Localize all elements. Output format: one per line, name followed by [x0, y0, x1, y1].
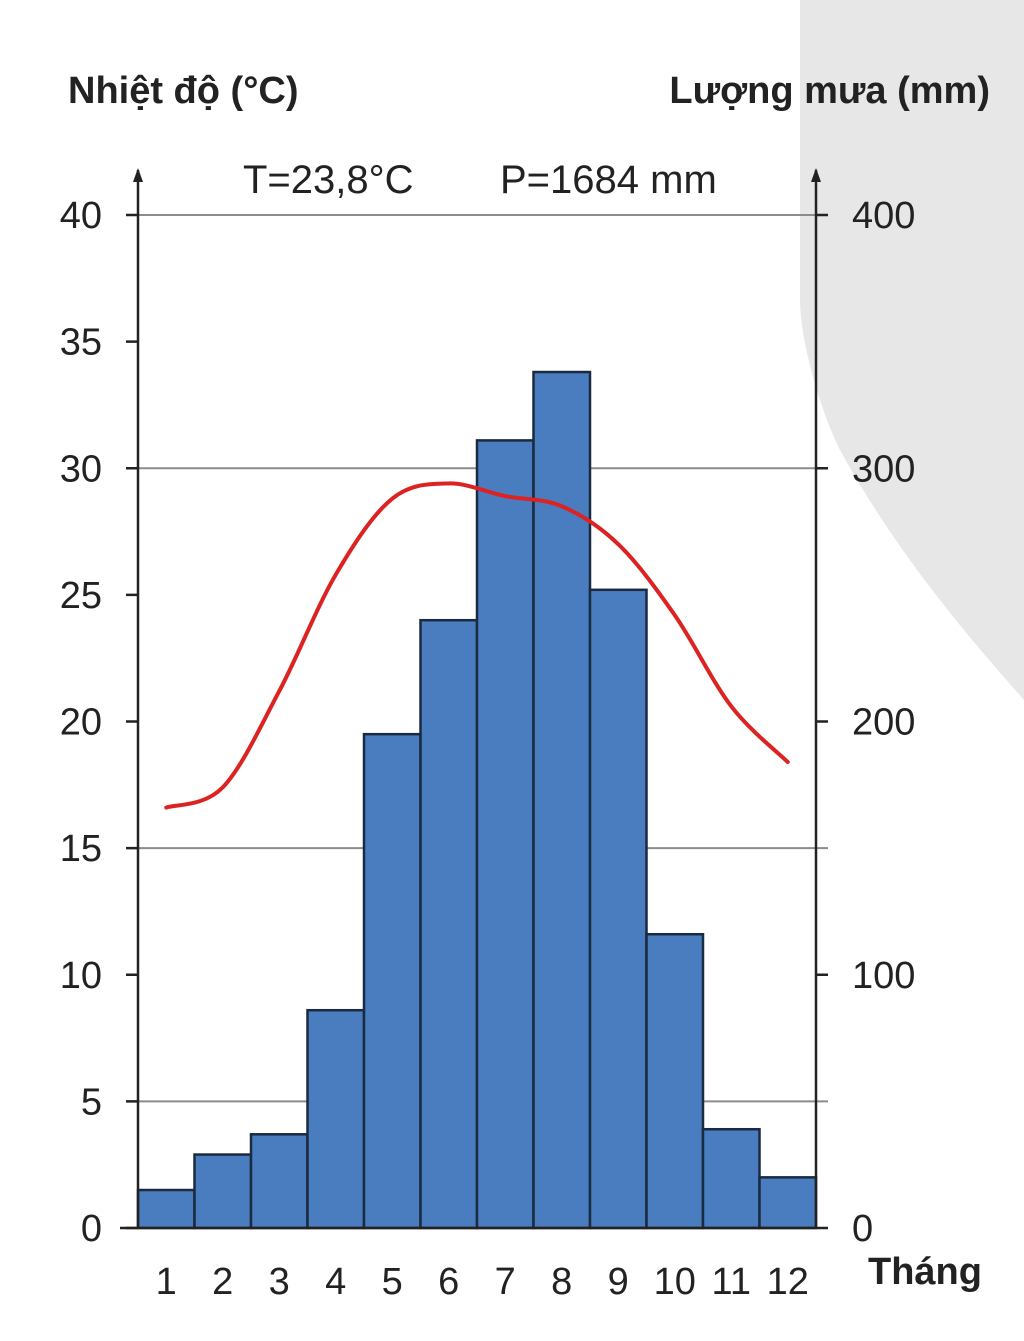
- rainfall-bars: [136, 370, 818, 1230]
- rainfall-bar: [645, 932, 705, 1230]
- rainfall-bar: [588, 588, 648, 1230]
- left-axis-ticks: 0 5 10 15 20 25 30 35 40: [60, 195, 138, 1250]
- rainfall-bar: [419, 618, 479, 1230]
- rainfall-bar: [475, 439, 535, 1230]
- left-tick-label: 0: [81, 1208, 102, 1250]
- right-axis-ticks: 0 100 200 300 400: [816, 195, 915, 1250]
- right-axis-label: Lượng mưa (mm): [669, 70, 990, 112]
- left-tick-label: 30: [60, 448, 102, 490]
- x-tick-label: 10: [654, 1261, 696, 1303]
- right-tick-label: 200: [852, 702, 915, 744]
- right-axis-arrow: [811, 168, 821, 182]
- watermark-shape: [800, 0, 1024, 700]
- x-tick-label: 1: [156, 1261, 177, 1303]
- right-tick-label: 100: [852, 955, 915, 997]
- x-tick-label: 7: [495, 1261, 516, 1303]
- rainfall-bar: [758, 1176, 818, 1230]
- x-tick-label: 8: [551, 1261, 572, 1303]
- rainfall-bar: [701, 1127, 761, 1230]
- x-tick-label: 11: [712, 1261, 751, 1303]
- right-tick-label: 400: [852, 195, 915, 237]
- right-tick-label: 300: [852, 448, 915, 490]
- x-tick-label: 12: [767, 1261, 809, 1303]
- left-tick-label: 25: [60, 575, 102, 617]
- x-tick-label: 4: [325, 1261, 346, 1303]
- x-tick-label: 2: [212, 1261, 233, 1303]
- x-axis-label: Tháng: [868, 1251, 982, 1293]
- left-tick-label: 10: [60, 955, 102, 997]
- temperature-summary: T=23,8°C: [243, 158, 414, 202]
- left-axis-label: Nhiệt độ (°C): [68, 70, 299, 112]
- precipitation-summary: P=1684 mm: [500, 158, 717, 202]
- rainfall-bar: [249, 1133, 309, 1230]
- x-tick-label: 5: [382, 1261, 403, 1303]
- x-tick-label: 6: [438, 1261, 459, 1303]
- left-axis-arrow: [133, 168, 143, 182]
- x-axis-ticks: 1 2 3 4 5 6 7 8 9 10 11 12: [156, 1261, 809, 1303]
- rainfall-bar: [306, 1008, 366, 1230]
- left-tick-label: 20: [60, 702, 102, 744]
- left-tick-label: 35: [60, 322, 102, 364]
- x-tick-label: 9: [608, 1261, 629, 1303]
- x-tick-label: 3: [269, 1261, 290, 1303]
- rainfall-bar: [362, 732, 422, 1230]
- rainfall-bar: [193, 1153, 253, 1230]
- left-tick-label: 5: [81, 1081, 102, 1123]
- right-tick-label: 0: [852, 1208, 873, 1250]
- rainfall-bar: [136, 1188, 196, 1230]
- temperature-line: [164, 481, 790, 810]
- left-tick-label: 40: [60, 195, 102, 237]
- axes: [120, 168, 821, 1230]
- left-tick-label: 15: [60, 828, 102, 870]
